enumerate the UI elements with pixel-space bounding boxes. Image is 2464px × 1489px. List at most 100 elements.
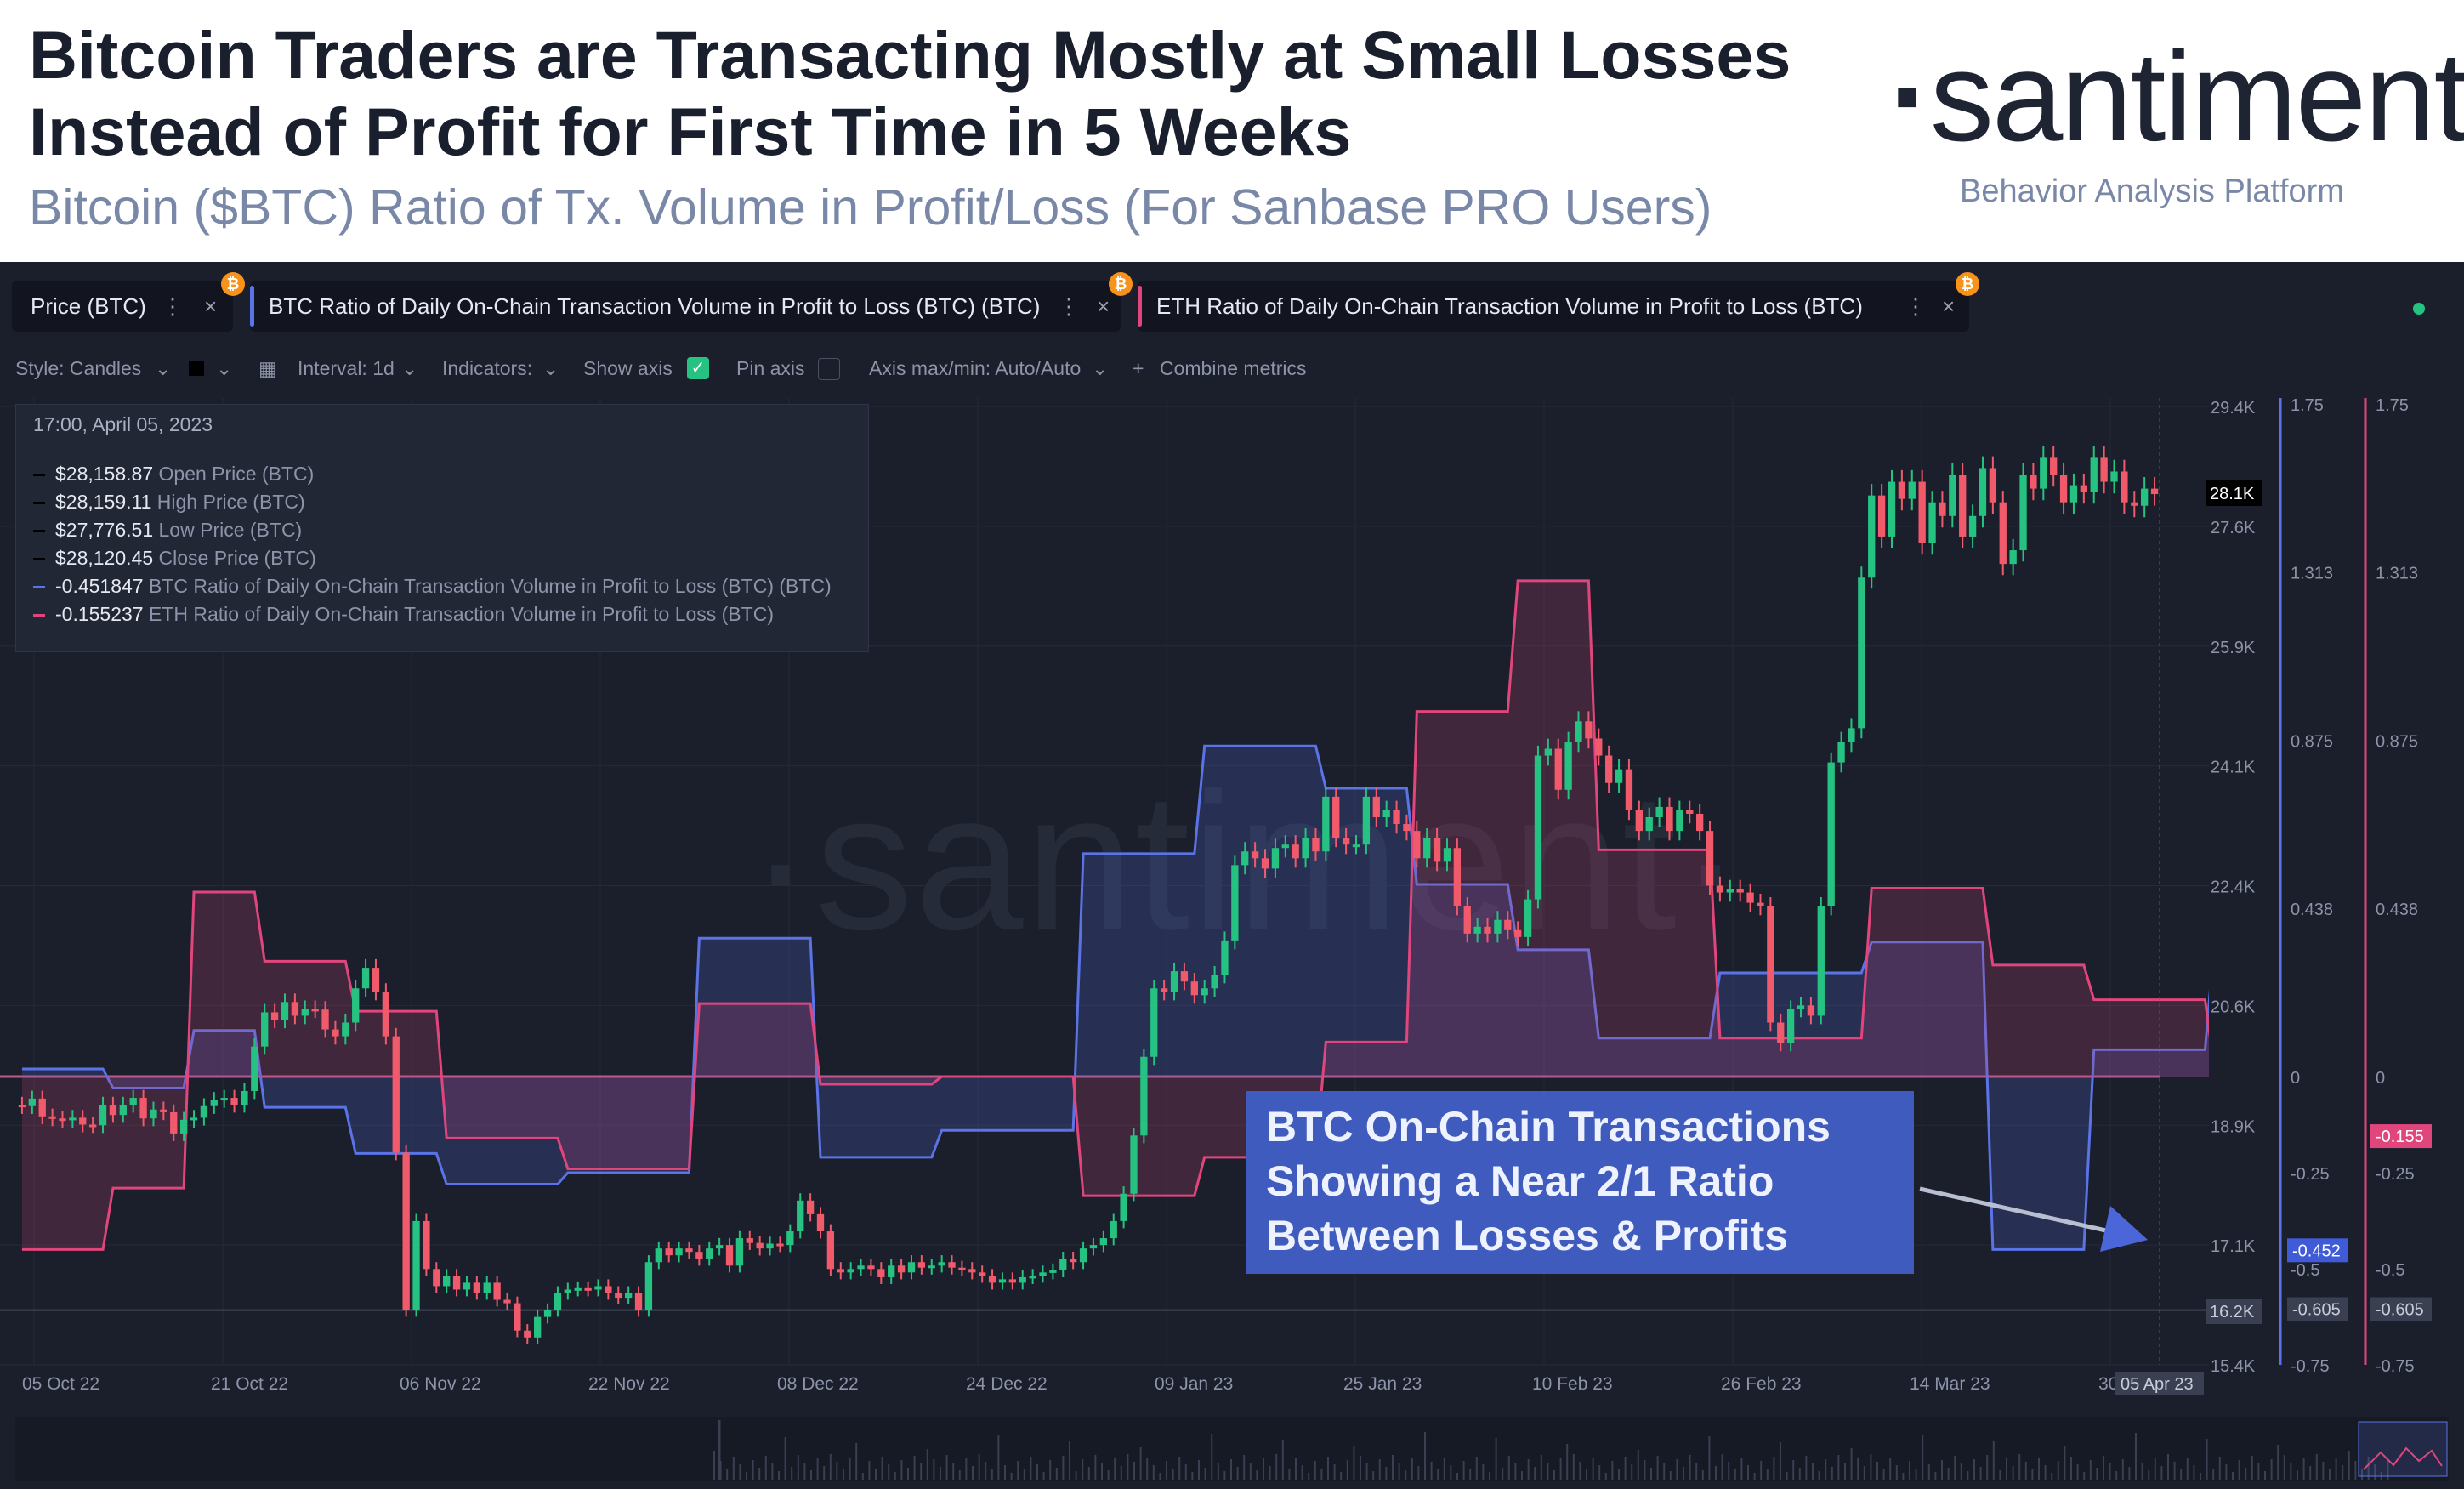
btc-ratio-low-box — [2287, 1297, 2348, 1321]
candle — [1170, 971, 1178, 992]
candle — [1110, 1220, 1117, 1239]
candle — [361, 968, 370, 989]
candle — [1130, 1135, 1138, 1194]
candle — [746, 1238, 753, 1243]
candle — [634, 1293, 643, 1310]
price-tick-label: 18.9K — [2211, 1117, 2256, 1136]
pin-axis-checkbox[interactable] — [818, 358, 840, 380]
candle — [2131, 502, 2138, 506]
menu-icon[interactable]: ⋮ — [1058, 293, 1080, 319]
candle — [382, 992, 390, 1037]
candle — [69, 1117, 77, 1121]
plus-icon[interactable]: + — [1133, 357, 1144, 379]
legend-swatch — [33, 558, 45, 561]
candle — [938, 1262, 945, 1266]
btc-ratio-low: -0.605 — [2292, 1300, 2341, 1319]
ratio-tick-label: -0.25 — [2291, 1165, 2330, 1184]
santiment-logo: ·santiment· — [1889, 32, 2464, 160]
candle — [79, 1117, 87, 1125]
tooltip-row-btc-ratio: -0.451847 BTC Ratio of Daily On-Chain Tr… — [33, 575, 832, 598]
chevron-down-icon[interactable]: ⌄ — [542, 357, 559, 379]
candle — [1817, 906, 1825, 1016]
ratio-tick-label: 1.75 — [2376, 396, 2409, 415]
interval-select[interactable]: Interval: 1d — [298, 357, 395, 379]
show-axis-checkbox[interactable]: ✓ — [687, 357, 709, 379]
close-icon[interactable]: × — [1942, 293, 1956, 319]
candle — [170, 1111, 178, 1134]
close-icon[interactable]: × — [204, 293, 218, 319]
candle — [897, 1265, 906, 1273]
candle — [958, 1267, 966, 1270]
candle — [1322, 796, 1330, 852]
candle — [1403, 824, 1411, 832]
candle — [48, 1116, 56, 1119]
annotation-arrow — [1919, 1186, 2148, 1252]
chevron-down-icon[interactable]: ⌄ — [216, 357, 233, 379]
candle — [1281, 844, 1289, 849]
axes: 29.4K 27.6K 25.9K 24.1K 22.4K 20.6K 18.9K 17.1K… — [2159, 389, 2464, 1376]
legend-swatch — [33, 474, 45, 477]
candle — [493, 1282, 501, 1300]
navigator-minimap[interactable] — [15, 1417, 2449, 1481]
ratio-tick-label: 0.875 — [2376, 733, 2418, 752]
current-price-label: 28.1K — [2210, 485, 2255, 503]
candle — [412, 1220, 420, 1310]
current-price-box — [2206, 480, 2262, 506]
logo-text: santiment — [1929, 25, 2464, 168]
candle — [605, 1286, 612, 1293]
tab-btc-ratio[interactable]: BTC Ratio of Daily On-Chain Transaction … — [250, 272, 1133, 332]
close-icon[interactable]: × — [1097, 293, 1110, 319]
menu-icon[interactable]: ⋮ — [1905, 293, 1927, 319]
chevron-down-icon[interactable]: ⌄ — [401, 357, 418, 379]
tooltip-value: $28,159.11 — [55, 491, 152, 513]
candle — [776, 1243, 784, 1247]
candle — [179, 1119, 188, 1134]
candle — [1504, 919, 1512, 930]
candle — [1767, 906, 1774, 1023]
candle — [1443, 848, 1451, 862]
candle — [99, 1105, 107, 1126]
candle — [1848, 728, 1855, 742]
chevron-down-icon[interactable]: ⌄ — [155, 357, 172, 379]
candle — [129, 1098, 137, 1105]
candle — [1352, 844, 1360, 848]
tooltip-row-open: $28,158.87 Open Price (BTC) — [33, 463, 314, 486]
candle — [1575, 721, 1582, 742]
candle — [2150, 488, 2159, 495]
candle — [2080, 485, 2088, 492]
candle — [907, 1262, 916, 1273]
candle — [392, 1036, 400, 1153]
candle — [38, 1098, 46, 1117]
candle — [1554, 748, 1562, 790]
x-crosshair-box — [2115, 1372, 2204, 1395]
axis-minmax-select[interactable]: Axis max/min: Auto/Auto — [869, 357, 1082, 379]
candle — [18, 1105, 26, 1108]
candle — [797, 1200, 804, 1232]
candle — [857, 1265, 865, 1270]
x-tick-label: 24 Dec 22 — [966, 1374, 1047, 1394]
chevron-down-icon[interactable]: ⌄ — [1092, 357, 1109, 379]
combine-metrics-button[interactable]: Combine metrics — [1160, 357, 1307, 379]
candle — [1089, 1245, 1098, 1249]
chart-canvas[interactable]: 29.4K 27.6K 25.9K 24.1K 22.4K 20.6K 18.9K 17.1K… — [0, 262, 2464, 1489]
style-select[interactable]: Style: Candles — [15, 357, 142, 379]
indicators-select[interactable]: Indicators: — [442, 357, 533, 379]
candle — [1827, 762, 1835, 906]
tab-eth-ratio[interactable]: ETH Ratio of Daily On-Chain Transaction … — [1138, 272, 1979, 332]
candle — [1292, 844, 1299, 859]
menu-icon[interactable]: ⋮ — [162, 293, 184, 319]
candle — [1968, 515, 1977, 537]
live-status-indicator — [2413, 303, 2425, 315]
x-tick-label: 26 Feb 23 — [1721, 1374, 1802, 1394]
candle — [251, 1046, 258, 1091]
candle — [1676, 810, 1683, 832]
tab-price[interactable]: Price (BTC) ⋮ × ₿ — [12, 272, 245, 332]
candle — [1463, 906, 1471, 934]
candle — [514, 1303, 521, 1331]
color-swatch[interactable] — [189, 361, 204, 376]
candle — [1362, 796, 1371, 845]
candle — [1959, 475, 1967, 537]
candle — [1898, 481, 1906, 499]
candle — [1180, 971, 1189, 982]
price-candles — [18, 446, 2159, 1344]
